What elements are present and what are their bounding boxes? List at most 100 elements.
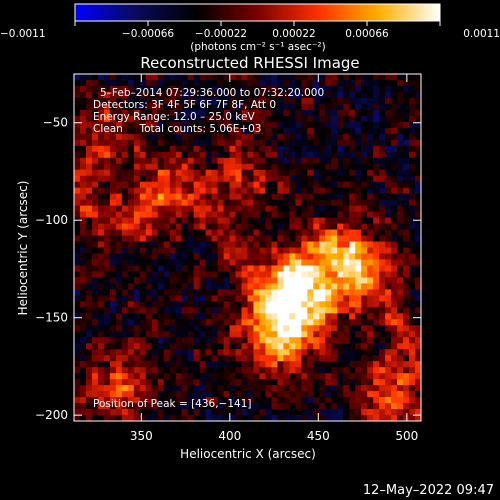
heatmap-cell xyxy=(331,391,338,398)
heatmap-cell xyxy=(337,397,344,404)
heatmap-cell xyxy=(313,361,320,368)
heatmap-cell xyxy=(157,247,165,255)
heatmap-cell xyxy=(313,74,320,81)
heatmap-cell xyxy=(217,211,225,219)
heatmap-cell xyxy=(109,331,117,338)
heatmap-cell xyxy=(373,74,380,81)
heatmap-cell xyxy=(361,127,368,135)
heatmap-cell xyxy=(367,403,374,410)
heatmap-cell xyxy=(223,97,231,105)
heatmap-cell xyxy=(241,91,249,99)
heatmap-cell xyxy=(415,175,421,183)
heatmap-cell xyxy=(217,115,225,123)
heatmap-cell xyxy=(247,391,255,398)
heatmap-cell xyxy=(241,259,249,267)
heatmap-cell xyxy=(313,343,320,350)
heatmap-cell xyxy=(283,295,290,302)
heatmap-cell xyxy=(115,361,123,368)
heatmap-cell xyxy=(229,229,237,237)
heatmap-cell xyxy=(349,289,356,296)
chart-title: Reconstructed RHESSI Image xyxy=(140,54,359,72)
heatmap-cell xyxy=(91,325,99,332)
heatmap-cell xyxy=(319,331,326,338)
heatmap-cell xyxy=(157,307,165,314)
heatmap-cell xyxy=(319,415,326,421)
heatmap-cell xyxy=(277,385,284,392)
heatmap-cell xyxy=(199,337,207,344)
heatmap-cell xyxy=(403,361,410,368)
heatmap-cell xyxy=(301,337,308,344)
heatmap-cell xyxy=(403,199,410,207)
heatmap-cell xyxy=(187,319,195,326)
heatmap-cell xyxy=(169,175,177,183)
heatmap-cell xyxy=(409,121,416,129)
heatmap-cell xyxy=(337,97,344,105)
heatmap-cell xyxy=(301,313,308,320)
heatmap-cell xyxy=(241,139,249,147)
heatmap-cell xyxy=(217,379,225,386)
heatmap-cell xyxy=(145,187,153,195)
heatmap-cell xyxy=(74,85,81,93)
heatmap-cell xyxy=(151,277,159,284)
heatmap-cell xyxy=(235,349,243,356)
heatmap-cell xyxy=(247,367,255,374)
heatmap-cell xyxy=(241,397,249,404)
heatmap-cell xyxy=(109,193,117,201)
heatmap-cell xyxy=(151,157,159,165)
heatmap-cell xyxy=(181,415,189,421)
heatmap-cell xyxy=(415,217,421,225)
heatmap-cell xyxy=(385,157,392,165)
heatmap-cell xyxy=(349,133,356,141)
heatmap-cell xyxy=(157,181,165,189)
heatmap-cell xyxy=(325,229,332,237)
heatmap-cell xyxy=(145,295,153,302)
heatmap-cell xyxy=(289,205,296,213)
heatmap-cell xyxy=(217,133,225,141)
heatmap-cell xyxy=(247,169,255,177)
heatmap-cell xyxy=(199,211,207,219)
heatmap-cell xyxy=(307,271,314,279)
heatmap-cell xyxy=(265,199,273,207)
heatmap-cell xyxy=(307,241,314,249)
heatmap-cell xyxy=(379,193,386,201)
heatmap-cell xyxy=(109,145,117,153)
heatmap-cell xyxy=(157,253,165,261)
heatmap-cell xyxy=(211,109,219,117)
heatmap-cell xyxy=(295,295,302,302)
heatmap-cell xyxy=(403,217,410,225)
heatmap-cell xyxy=(265,373,273,380)
heatmap-cell xyxy=(259,271,267,279)
heatmap-cell xyxy=(103,415,111,421)
heatmap-cell xyxy=(337,109,344,117)
heatmap-cell xyxy=(193,175,201,183)
heatmap-cell xyxy=(415,313,421,320)
heatmap-cell xyxy=(181,97,189,105)
heatmap-cell xyxy=(379,139,386,147)
heatmap-cell xyxy=(283,265,290,273)
heatmap-cell xyxy=(337,74,344,81)
heatmap-cell xyxy=(91,265,99,273)
heatmap-cell xyxy=(127,415,135,421)
heatmap-cell xyxy=(397,175,404,183)
heatmap-cell xyxy=(271,181,279,189)
heatmap-cell xyxy=(283,175,290,183)
heatmap-cell xyxy=(217,199,225,207)
heatmap-cell xyxy=(229,163,237,171)
heatmap-cell xyxy=(331,157,338,165)
heatmap-cell xyxy=(331,385,338,392)
heatmap-cell xyxy=(223,187,231,195)
heatmap-cell xyxy=(223,145,231,153)
heatmap-cell xyxy=(307,409,314,416)
heatmap-cell xyxy=(247,301,255,308)
heatmap-cell xyxy=(121,223,129,231)
heatmap-cell xyxy=(397,283,404,290)
heatmap-cell xyxy=(205,157,213,165)
heatmap-cell xyxy=(301,385,308,392)
heatmap-cell xyxy=(265,205,273,213)
heatmap-cell xyxy=(313,97,320,105)
heatmap-cell xyxy=(343,193,350,201)
heatmap-cell xyxy=(199,205,207,213)
heatmap-cell xyxy=(211,181,219,189)
heatmap-cell xyxy=(187,97,195,105)
heatmap-cell xyxy=(169,205,177,213)
